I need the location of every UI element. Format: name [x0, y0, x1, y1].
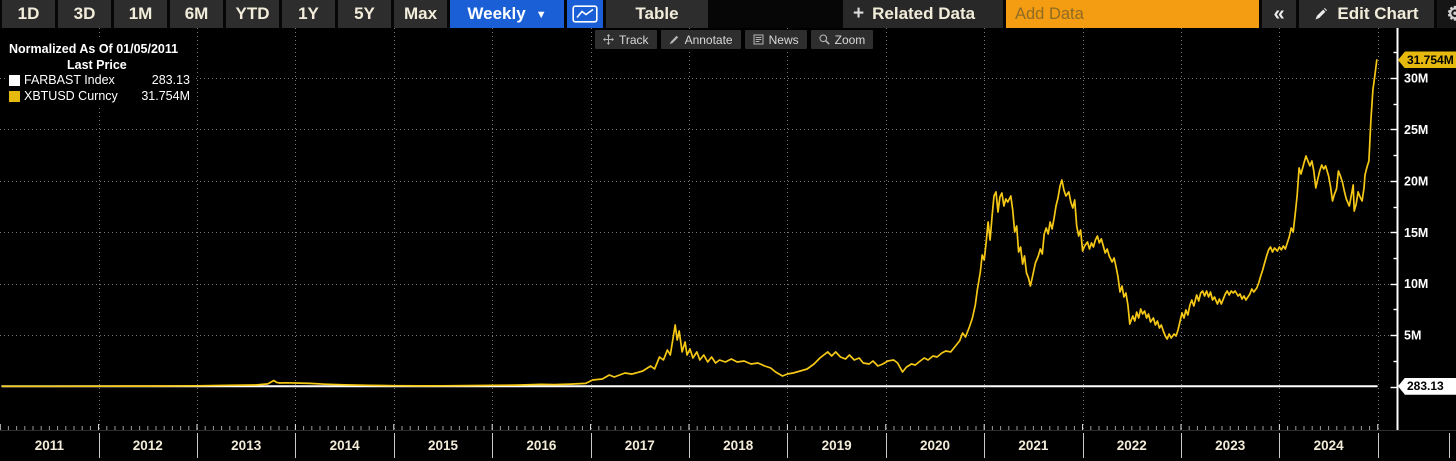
annotate-button[interactable]: Annotate — [660, 30, 741, 49]
add-data-input[interactable] — [1006, 0, 1259, 28]
year-label: 2018 — [723, 438, 754, 453]
track-icon — [603, 34, 614, 45]
xbtusd-value: 31.754M — [141, 88, 190, 103]
xbtusd-line — [1, 59, 1378, 388]
collapse-button[interactable]: « — [1262, 0, 1296, 28]
x-axis-strip: 2011 2012 2013 2014 2015 2016 2017 2018 2019 2020… — [0, 430, 1456, 461]
y-axis-label: 15M — [1404, 226, 1428, 240]
year-divider — [886, 433, 887, 458]
year-divider — [1378, 433, 1379, 458]
legend-title: Normalized As Of 01/05/2011 — [9, 42, 179, 56]
farbast-swatch — [9, 75, 20, 87]
xbtusd-name: XBTUSD Curncy — [24, 88, 118, 103]
period-label: Weekly — [467, 4, 526, 23]
period-dropdown[interactable]: Weekly ▼ — [450, 0, 564, 28]
settings-button[interactable]: ⚙ — [1437, 0, 1456, 28]
y-axis-label: 5M — [1404, 329, 1421, 343]
last-price-tag-xbtusd: 31.754M — [1398, 51, 1456, 69]
year-divider — [787, 433, 788, 458]
farbast-value: 283.13 — [151, 73, 190, 87]
chart-legend: Normalized As Of 01/05/2011 Last Price F… — [7, 40, 196, 107]
news-button[interactable]: News — [744, 30, 807, 49]
year-divider — [1279, 433, 1280, 458]
legend-subtitle: Last Price — [67, 57, 127, 72]
year-divider — [1449, 433, 1450, 458]
y-axis-label: 25M — [1404, 123, 1428, 137]
farbast-name: FARBAST Index — [24, 73, 115, 87]
year-label: 2011 — [34, 438, 65, 453]
y-axis-label: 10M — [1404, 277, 1428, 291]
track-button[interactable]: Track — [595, 30, 657, 49]
year-label: 2015 — [427, 438, 459, 453]
range-button-1y[interactable]: 1Y — [282, 0, 335, 28]
track-label: Track — [619, 32, 649, 47]
year-divider — [1083, 433, 1084, 458]
range-button-5y[interactable]: 5Y — [338, 0, 391, 28]
year-divider — [295, 433, 296, 458]
year-label: 2024 — [1313, 438, 1344, 453]
news-label: News — [768, 32, 799, 47]
year-divider — [1181, 433, 1182, 458]
edit-chart-button[interactable]: Edit Chart — [1299, 0, 1434, 28]
annotate-label: Annotate — [684, 32, 733, 47]
chevron-down-icon: ▼ — [535, 8, 547, 21]
range-button-6m[interactable]: 6M — [170, 0, 223, 28]
year-divider — [689, 433, 690, 458]
chart-type-button[interactable] — [567, 0, 603, 28]
price-chart[interactable]: 5M 10M 15M 20M 25M 30M — [0, 28, 1456, 430]
year-divider — [394, 433, 395, 458]
annotate-icon — [669, 35, 678, 45]
top-toolbar: 1D 3D 1M 6M YTD 1Y 5Y Max Weekly ▼ Table… — [0, 0, 1456, 28]
range-button-3d[interactable]: 3D — [58, 0, 111, 28]
year-divider — [591, 433, 592, 458]
plus-icon: + — [853, 3, 865, 24]
xbtusd-tag-label: 31.754M — [1407, 52, 1454, 67]
year-divider — [492, 433, 493, 458]
line-chart-icon — [572, 5, 598, 23]
year-label: 2012 — [132, 438, 163, 453]
last-price-tag-farbast: 283.13 — [1398, 377, 1456, 395]
news-icon — [753, 34, 764, 45]
gear-icon: ⚙ — [1446, 3, 1456, 25]
farbast-tag-label: 283.13 — [1407, 379, 1444, 394]
year-label: 2020 — [919, 438, 951, 453]
pencil-icon — [1315, 8, 1328, 20]
year-label: 2022 — [1116, 438, 1147, 453]
year-label: 2017 — [624, 438, 655, 453]
legend-series-xbtusd[interactable]: XBTUSD Curncy 31.754M — [9, 89, 190, 105]
zoom-label: Zoom — [834, 32, 866, 47]
chart-mini-toolbar: Track Annotate News Zoom — [595, 30, 874, 49]
xbtusd-swatch — [9, 90, 20, 102]
toolbar-spacer — [711, 0, 840, 28]
year-divider — [99, 433, 100, 458]
chart-panel: 5M 10M 15M 20M 25M 30M Track Annotate News — [0, 28, 1456, 430]
range-button-1d[interactable]: 1D — [2, 0, 55, 28]
year-divider — [197, 433, 198, 458]
range-button-1m[interactable]: 1M — [114, 0, 167, 28]
related-data-label: Related Data — [872, 4, 976, 23]
edit-chart-label: Edit Chart — [1337, 4, 1419, 23]
year-label: 2014 — [329, 438, 360, 453]
range-button-max[interactable]: Max — [394, 0, 447, 28]
range-button-ytd[interactable]: YTD — [226, 0, 279, 28]
year-divider — [984, 433, 985, 458]
table-button[interactable]: Table — [606, 0, 708, 28]
year-label: 2016 — [526, 438, 557, 453]
zoom-button[interactable]: Zoom — [810, 30, 874, 49]
y-axis-label: 20M — [1404, 174, 1428, 188]
year-label: 2021 — [1018, 438, 1049, 453]
double-chevron-left-icon: « — [1273, 2, 1285, 25]
zoom-icon — [819, 34, 830, 45]
year-label: 2023 — [1215, 438, 1246, 453]
year-label: 2013 — [231, 438, 262, 453]
y-axis-label: 30M — [1404, 72, 1428, 86]
related-data-button[interactable]: + Related Data — [843, 0, 1003, 28]
year-label: 2019 — [821, 438, 852, 453]
legend-series-farbast[interactable]: FARBAST Index 283.13 — [9, 73, 190, 89]
